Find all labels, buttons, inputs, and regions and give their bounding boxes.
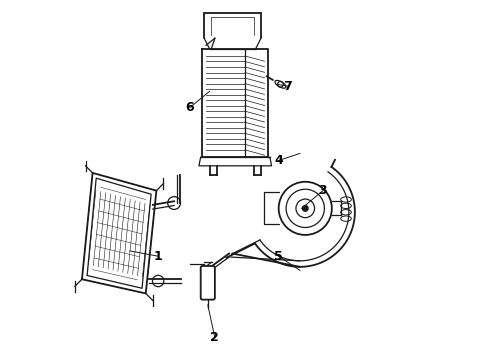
- Text: 5: 5: [274, 250, 283, 263]
- Circle shape: [302, 206, 308, 211]
- Text: 3: 3: [318, 184, 327, 197]
- Text: 2: 2: [211, 331, 219, 344]
- Text: 4: 4: [274, 154, 283, 167]
- Text: 7: 7: [283, 80, 292, 93]
- Text: 1: 1: [154, 250, 163, 263]
- Text: 6: 6: [186, 101, 195, 114]
- FancyBboxPatch shape: [201, 266, 215, 300]
